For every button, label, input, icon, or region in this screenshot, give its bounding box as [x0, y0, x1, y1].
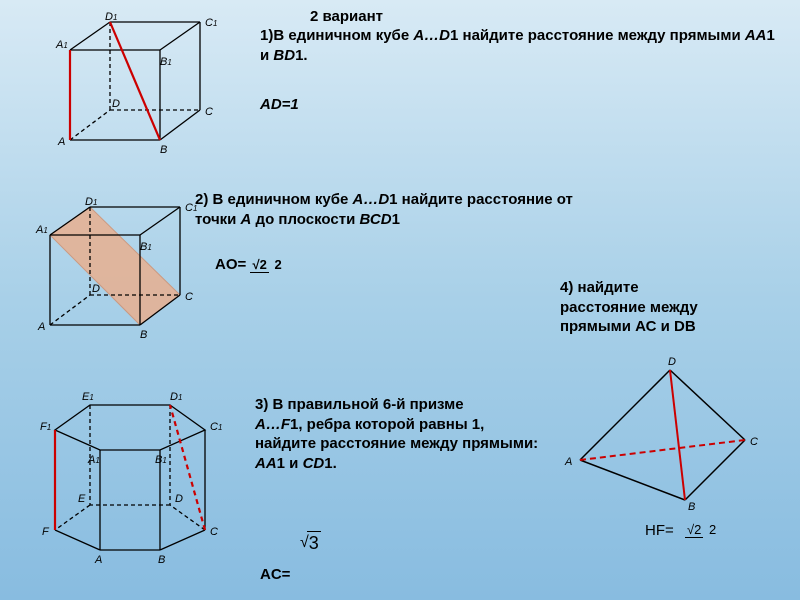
hex-prism-figure: A B C D E F A1 B1 C1 D1 E1 F1: [10, 380, 235, 580]
svg-text:D1: D1: [85, 196, 97, 208]
hf-den: 2: [707, 522, 718, 537]
svg-text:D1: D1: [170, 391, 182, 403]
cube1-figure: A B C D A1 B1 C1 D1: [30, 10, 230, 160]
p4-l2: расстояние между: [560, 299, 698, 316]
p1-a: 1)В единичном кубе: [260, 27, 413, 44]
svg-text:C: C: [185, 291, 193, 303]
svg-text:B1: B1: [155, 454, 167, 466]
p4-l1: 4) найдите: [560, 279, 639, 296]
hf-answer: √2 2: [685, 520, 718, 540]
p3-l2c: 1, ребра которой равны 1,: [290, 416, 484, 433]
svg-text:B: B: [688, 501, 695, 513]
svg-text:C1: C1: [185, 202, 197, 214]
svg-text:B: B: [158, 554, 165, 566]
p4-l3: прямыми АС и DВ: [560, 318, 696, 335]
p3-l1: 3) В правильной 6-й призме: [255, 396, 464, 413]
lbl-C1: C1: [205, 17, 217, 29]
svg-text:D: D: [92, 283, 100, 295]
svg-text:F: F: [42, 526, 50, 538]
variant-header: 2 вариант: [310, 8, 383, 25]
svg-text:A1: A1: [35, 224, 48, 236]
p1-c: 1 найдите расстояние между прямыми: [450, 27, 745, 44]
ao-frac: √2 2: [250, 257, 283, 274]
p2-e: до плоскости: [251, 211, 359, 228]
cube2-figure: A B C D A1 B1 C1 D1: [20, 195, 200, 345]
lbl-A1: A1: [55, 39, 68, 51]
p2-d: А: [241, 211, 252, 228]
lbl-B1: B1: [160, 56, 172, 68]
lbl-C: C: [205, 106, 213, 118]
svg-text:B: B: [140, 329, 147, 341]
p3-l3: найдите расстояние между прямыми:: [255, 435, 538, 452]
svg-text:HF=: HF=: [645, 522, 674, 539]
p2-f: ВСD: [359, 211, 391, 228]
svg-text:A1: A1: [87, 454, 100, 466]
p1-d: АА: [745, 27, 767, 44]
p3-l3c: 1 и: [277, 455, 303, 472]
p2-a: 2) В единичном кубе: [195, 191, 353, 208]
problem3-ac: AC=: [260, 565, 290, 585]
svg-text:C: C: [750, 436, 758, 448]
p3-l3e: 1.: [324, 455, 337, 472]
svg-text:E: E: [78, 493, 86, 505]
lbl-D: D: [112, 98, 120, 110]
ao-den: 2: [272, 257, 283, 272]
hf-frac: √2 2: [685, 522, 718, 539]
svg-text:A: A: [94, 554, 102, 566]
lbl-D1: D1: [105, 11, 117, 23]
p2-g: 1: [392, 211, 400, 228]
svg-text:A: A: [37, 321, 45, 333]
svg-text:C: C: [210, 526, 218, 538]
p3-l3d: СD: [303, 455, 325, 472]
p3-l2b: A…F: [255, 416, 290, 433]
svg-text:B1: B1: [140, 241, 152, 253]
pyramid-figure: A B C D HF=: [550, 350, 770, 550]
svg-text:A: A: [564, 456, 572, 468]
problem4-text: 4) найдите расстояние между прямыми АС и…: [560, 278, 790, 337]
p1-f: BD: [273, 47, 295, 64]
svg-text:F1: F1: [40, 421, 51, 433]
sqrt3: √3: [300, 531, 321, 555]
lbl-A: A: [57, 136, 65, 148]
svg-text:D: D: [175, 493, 183, 505]
hf-num: √2: [685, 522, 703, 538]
p2-b: A…D: [353, 191, 390, 208]
lbl-B: B: [160, 144, 167, 156]
p1-b: A…D: [413, 27, 450, 44]
ac-label: AC=: [260, 566, 290, 583]
svg-text:E1: E1: [82, 391, 94, 403]
ao-label: AO=: [215, 256, 246, 273]
svg-text:C1: C1: [210, 421, 222, 433]
problem3-text: 3) В правильной 6-й призме A…F1, ребра к…: [255, 395, 555, 473]
problem1-given: AD=1: [260, 95, 299, 115]
problem3-sqrt: √3: [300, 530, 321, 556]
svg-text:D: D: [668, 356, 676, 368]
p1-g: 1.: [295, 47, 308, 64]
ao-num: √2: [250, 257, 268, 273]
problem2-text: 2) В единичном кубе A…D1 найдите расстоя…: [195, 190, 595, 229]
problem1-text: 1)В единичном кубе A…D1 найдите расстоян…: [260, 26, 780, 65]
p3-l3b: АА: [255, 455, 277, 472]
problem2-answer: AO= √2 2: [215, 255, 284, 275]
